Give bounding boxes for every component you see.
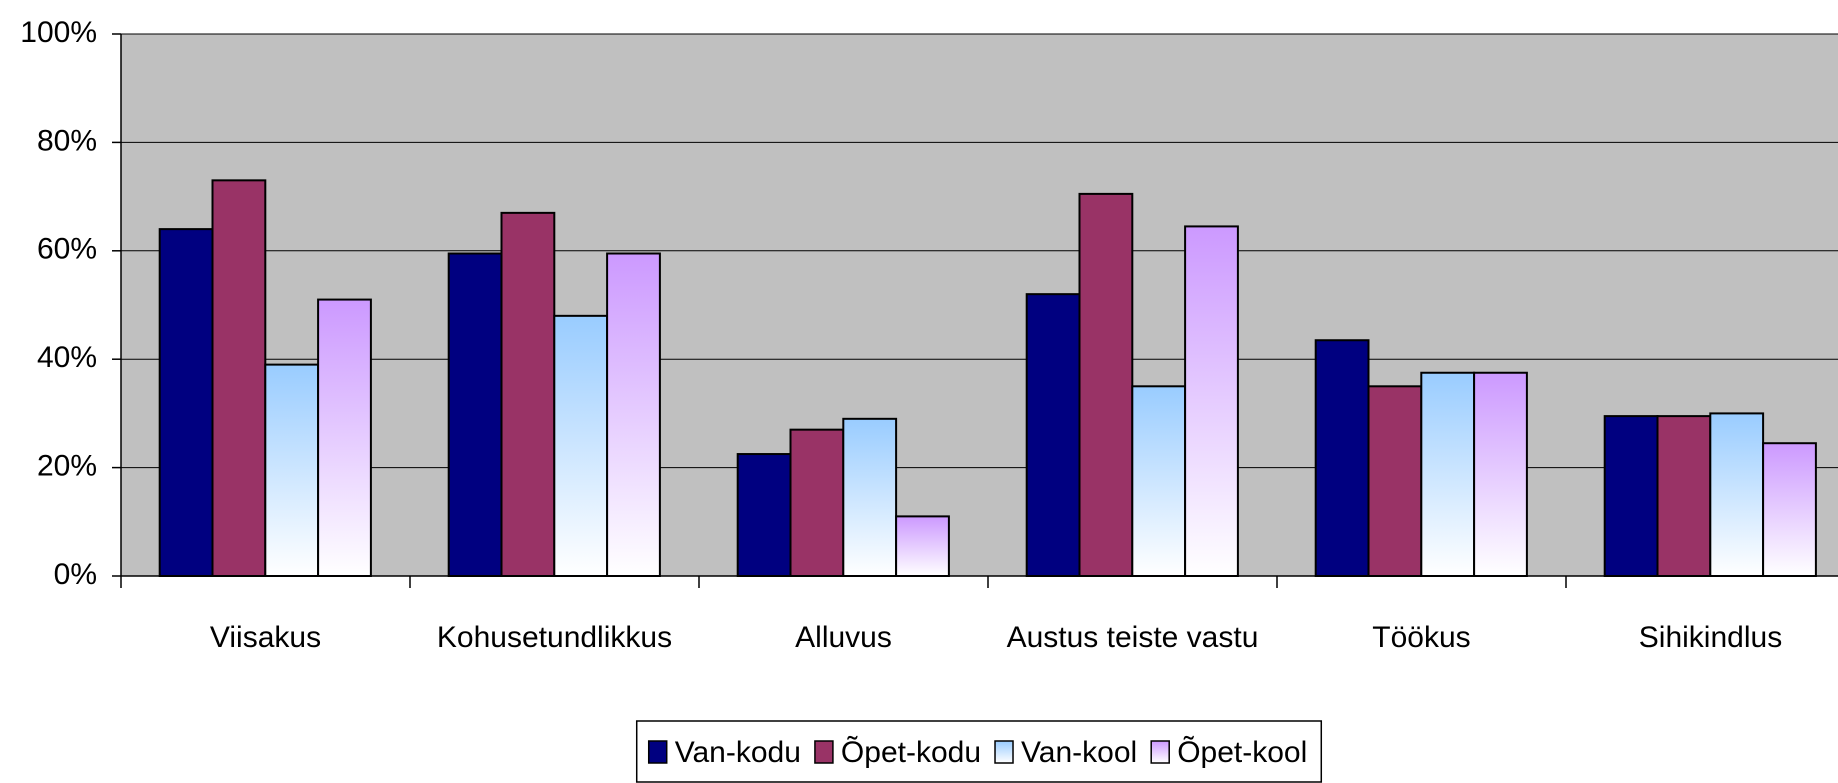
plot-area [121, 34, 1838, 576]
y-tick-label: 0% [54, 558, 97, 591]
legend-swatch [647, 740, 668, 764]
x-tick-label: Viisakus [210, 621, 321, 654]
bar [317, 298, 372, 577]
bar [1131, 385, 1187, 577]
legend: Van-kodu Õpet-kodu Van-kool Õpet-kool [635, 720, 1323, 783]
bar [1603, 415, 1659, 577]
legend-label: Van-kodu [675, 736, 801, 769]
legend-swatch [1150, 740, 1170, 764]
bar [1078, 192, 1134, 577]
bar [1473, 371, 1528, 577]
legend-swatch [814, 740, 834, 764]
legend-label: Van-kool [1021, 736, 1137, 769]
y-tick-label: 20% [37, 450, 97, 483]
y-tick-label: 100% [20, 16, 97, 49]
bar [895, 515, 950, 578]
bar [211, 179, 267, 577]
y-tick-label: 80% [37, 124, 97, 157]
bar [1762, 442, 1817, 577]
bar [1420, 371, 1476, 577]
bar [842, 417, 898, 577]
bar [158, 228, 214, 577]
bar [1025, 293, 1081, 577]
bar [1656, 415, 1712, 577]
x-tick-label: Sihikindlus [1639, 621, 1782, 654]
legend-label: Õpet-kool [1177, 735, 1307, 769]
y-tick-label: 60% [37, 233, 97, 266]
bar [606, 252, 661, 577]
x-tick-label: Kohusetundlikkus [437, 621, 672, 654]
x-tick-label: Alluvus [795, 621, 892, 654]
legend-box [635, 720, 1323, 783]
bar [1367, 385, 1423, 577]
bar [789, 428, 845, 577]
bar [553, 314, 609, 577]
y-tick-label: 40% [37, 341, 97, 374]
bar [447, 252, 503, 577]
legend-swatch [994, 740, 1014, 764]
bar [264, 363, 320, 577]
bar [1314, 339, 1370, 578]
x-tick-label: Töökus [1372, 621, 1470, 654]
bar [1709, 412, 1765, 577]
x-tick-label: Austus teiste vastu [1007, 621, 1259, 654]
bar [500, 211, 556, 578]
legend-label: Õpet-kodu [841, 735, 981, 769]
bar [736, 453, 792, 577]
bar [1184, 225, 1239, 577]
